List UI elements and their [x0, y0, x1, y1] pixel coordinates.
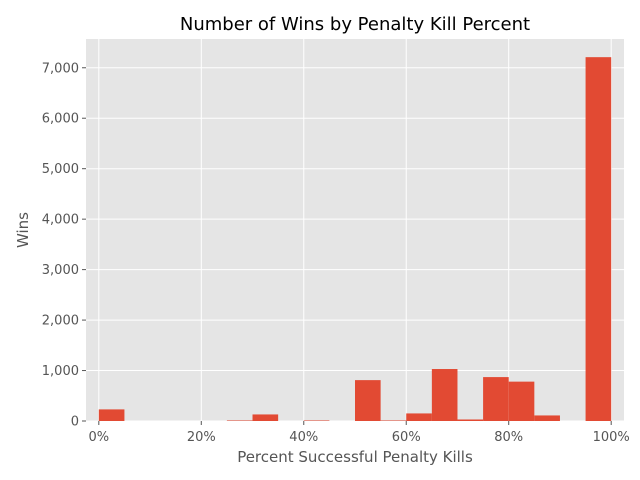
y-axis-ticks: 0 1,000 2,000 3,000 4,000 5,000 6,000 7,000 — [42, 61, 86, 430]
y-tick-label: 4,000 — [42, 213, 79, 228]
y-tick-label: 7,000 — [42, 61, 79, 76]
y-tick-label: 1,000 — [42, 364, 79, 379]
y-tick-label: 3,000 — [42, 263, 79, 278]
histogram-bar — [252, 414, 279, 421]
gridlines — [86, 39, 624, 422]
x-tick-label: 0% — [88, 430, 109, 445]
y-tick-label: 5,000 — [42, 162, 79, 177]
x-axis-ticks: 0% 20% 40% 60% 80% 100% — [88, 421, 630, 445]
histogram-bar — [457, 419, 484, 421]
histogram-bar — [98, 409, 125, 421]
y-tick-label: 0 — [71, 415, 79, 430]
histogram-bar — [508, 381, 535, 421]
y-tick-label: 2,000 — [42, 314, 79, 329]
histogram-bar — [380, 420, 407, 421]
plot-area — [86, 39, 624, 421]
bars — [98, 57, 612, 422]
x-tick-label: 100% — [593, 430, 630, 445]
x-tick-label: 60% — [392, 430, 421, 445]
histogram-bar — [226, 420, 253, 421]
histogram-bar — [585, 57, 612, 422]
histogram-bar — [483, 377, 509, 421]
histogram-bar — [431, 369, 458, 421]
x-tick-label: 40% — [289, 430, 318, 445]
histogram-bar — [534, 415, 560, 421]
histogram-bar — [355, 380, 381, 421]
y-axis-label: Wins — [14, 212, 32, 248]
x-tick-label: 20% — [187, 430, 216, 445]
chart-title: Number of Wins by Penalty Kill Percent — [180, 14, 530, 35]
histogram-bar — [406, 413, 432, 421]
x-tick-label: 80% — [494, 430, 523, 445]
x-axis-label: Percent Successful Penalty Kills — [237, 448, 473, 466]
y-tick-label: 6,000 — [42, 112, 79, 127]
histogram-bar — [303, 420, 330, 421]
